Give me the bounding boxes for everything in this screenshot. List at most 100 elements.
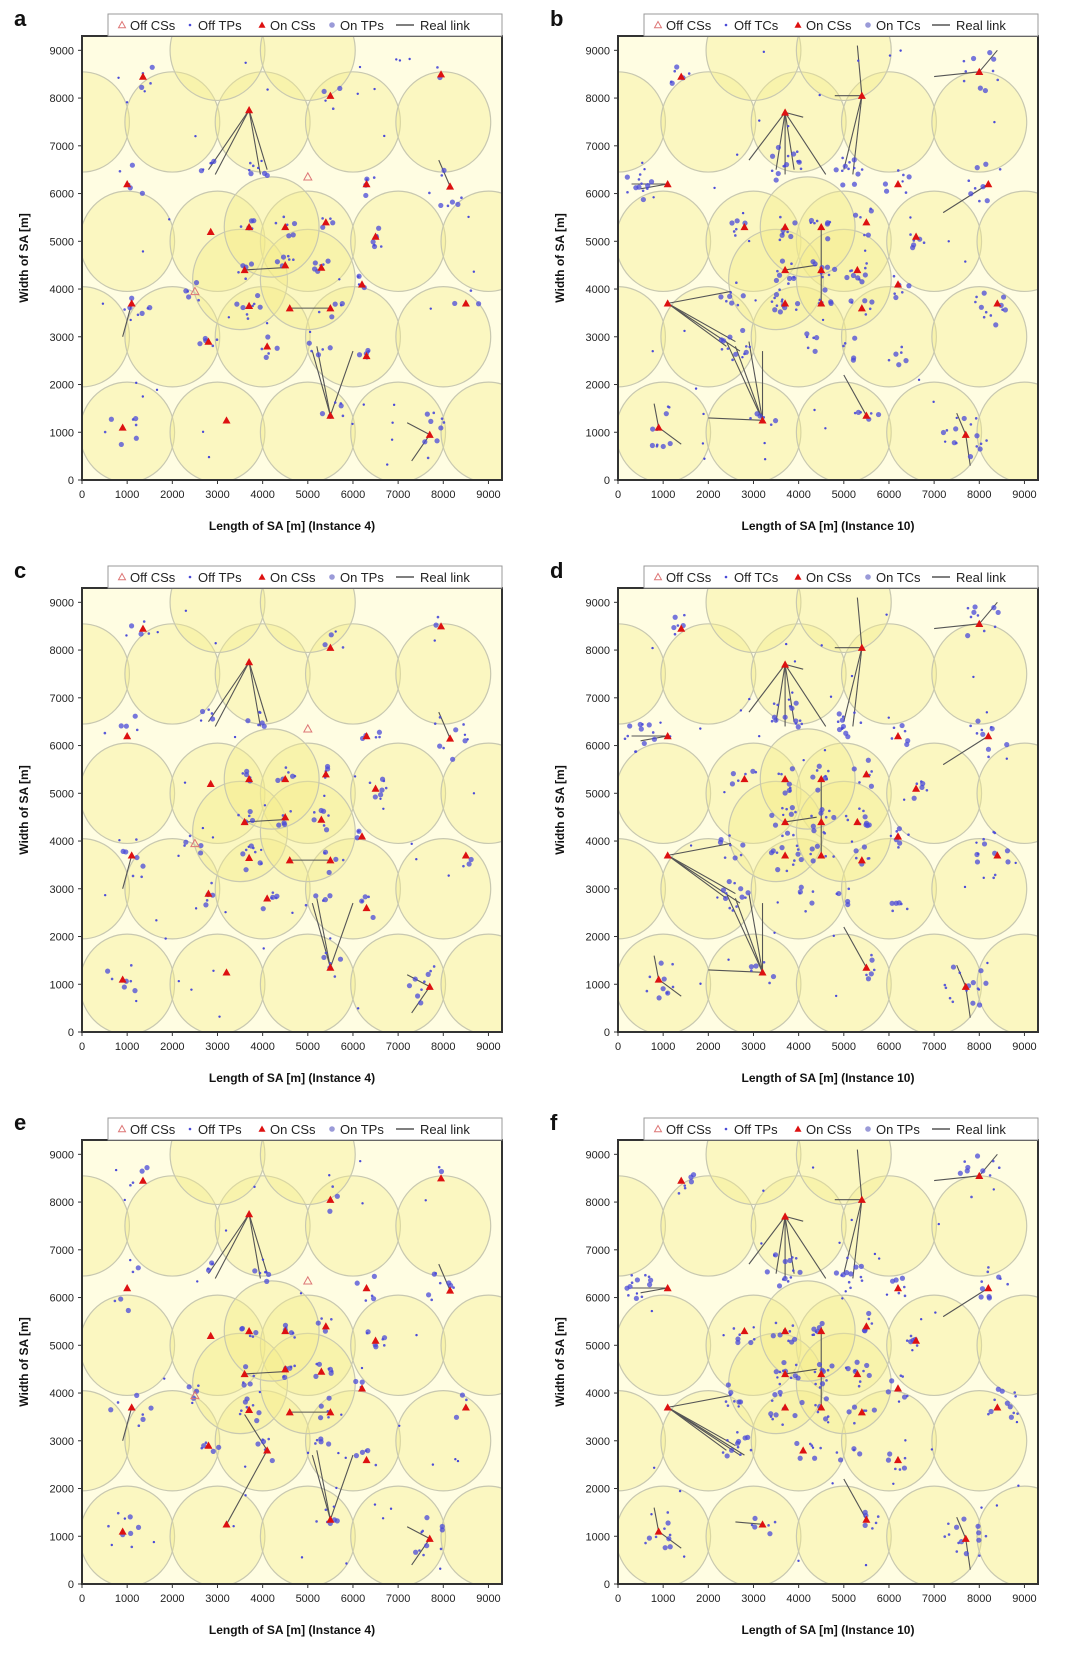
off-tp-point bbox=[135, 999, 138, 1003]
off-tp-point bbox=[860, 168, 864, 171]
y-tick-label: 4000 bbox=[50, 1388, 74, 1400]
on-tp-point bbox=[976, 1530, 982, 1536]
on-tp-point bbox=[149, 64, 155, 70]
on-cs-marker bbox=[362, 1284, 371, 1292]
on-cs-marker bbox=[281, 813, 290, 821]
off-tp-point bbox=[726, 1439, 729, 1442]
real-link bbox=[667, 854, 727, 899]
off-tp-point bbox=[850, 840, 854, 843]
y-tick-label: 1000 bbox=[586, 427, 610, 439]
real-link bbox=[708, 417, 763, 421]
off-tp-point bbox=[735, 153, 739, 156]
on-tp-point bbox=[729, 781, 736, 787]
coverage-circle bbox=[440, 190, 502, 293]
off-tp-point bbox=[964, 70, 968, 73]
legend-entry: On TPs bbox=[340, 570, 384, 585]
on-tp-point bbox=[794, 1440, 800, 1447]
off-tp-point bbox=[840, 169, 844, 173]
off-tp-point bbox=[137, 1424, 141, 1428]
real-link bbox=[748, 893, 764, 973]
on-tp-point bbox=[864, 1362, 870, 1369]
on-tp-point bbox=[974, 1153, 981, 1159]
on-cs-marker bbox=[817, 1403, 826, 1411]
off-tp-point bbox=[794, 308, 798, 311]
on-tp-point bbox=[450, 756, 456, 762]
off-tp-point bbox=[724, 891, 728, 895]
on-tp-point bbox=[794, 301, 801, 307]
off-tp-point bbox=[834, 994, 838, 998]
on-cs-marker bbox=[321, 218, 330, 226]
on-tp-point bbox=[795, 851, 801, 857]
x-tick-label: 4000 bbox=[250, 1593, 274, 1605]
off-tp-point bbox=[814, 1403, 817, 1407]
x-axis-label: Length of SA [m] (Instance 10) bbox=[742, 519, 915, 533]
off-tp-point bbox=[787, 282, 790, 285]
on-tp-point bbox=[326, 1441, 332, 1447]
off-tp-point bbox=[781, 1278, 785, 1281]
real-link bbox=[784, 663, 804, 670]
off-tp-point bbox=[962, 79, 966, 83]
real-link bbox=[748, 112, 786, 161]
off-tp-point bbox=[737, 1405, 740, 1408]
on-cs-marker bbox=[781, 817, 790, 826]
real-link bbox=[248, 109, 268, 170]
off-tp-point bbox=[993, 873, 997, 877]
on-tp-point bbox=[764, 1269, 770, 1275]
off-tp-point bbox=[945, 429, 949, 432]
off-tp-point bbox=[787, 124, 790, 128]
off-tp-point bbox=[887, 358, 891, 362]
on-tp-point bbox=[633, 1295, 639, 1302]
off-tp-point bbox=[844, 1290, 847, 1293]
on-tp-point bbox=[438, 202, 444, 209]
off-tp-point bbox=[215, 338, 219, 341]
off-tp-point bbox=[321, 348, 325, 351]
off-tp-point bbox=[240, 1409, 243, 1412]
x-tick-label: 3000 bbox=[205, 489, 229, 501]
off-tp-point bbox=[183, 781, 187, 784]
coverage-circle bbox=[82, 1390, 131, 1492]
off-tp-point bbox=[678, 1489, 682, 1493]
off-tp-point bbox=[787, 698, 791, 701]
on-tp-point bbox=[837, 1457, 844, 1463]
on-cs-marker bbox=[371, 784, 380, 792]
off-tp-point bbox=[1012, 1411, 1016, 1415]
legend-entry: On CSs bbox=[806, 18, 852, 33]
on-cs-marker bbox=[912, 1336, 921, 1344]
coverage-circle bbox=[931, 286, 1028, 388]
off-cs-marker bbox=[190, 838, 200, 848]
off-cs-marker bbox=[190, 286, 200, 296]
on-cs-marker bbox=[222, 416, 231, 424]
off-tp-point bbox=[337, 1451, 340, 1455]
off-tp-point bbox=[415, 858, 418, 861]
on-tp-point bbox=[466, 861, 472, 867]
off-tp-point bbox=[868, 307, 872, 311]
plot-area bbox=[82, 36, 502, 480]
x-tick-label: 3000 bbox=[205, 1041, 229, 1053]
x-axis-label: Length of SA [m] (Instance 4) bbox=[209, 519, 375, 533]
off-tp-point bbox=[467, 215, 470, 219]
off-tp-point bbox=[904, 191, 908, 194]
off-tp-point bbox=[382, 779, 386, 783]
on-tp-point bbox=[906, 283, 912, 289]
off-tp-point bbox=[900, 345, 904, 349]
on-tp-point bbox=[627, 1283, 633, 1290]
on-tp-point bbox=[786, 781, 792, 787]
off-tp-point bbox=[266, 88, 269, 91]
x-tick-label: 5000 bbox=[832, 1593, 856, 1605]
on-tp-point bbox=[726, 878, 732, 885]
on-tp-point bbox=[858, 1263, 864, 1269]
legend-entry: Real link bbox=[420, 570, 470, 585]
off-tp-point bbox=[899, 902, 903, 906]
on-tp-point bbox=[108, 1407, 114, 1413]
on-cs-marker bbox=[446, 1286, 455, 1294]
on-tp-point bbox=[438, 425, 444, 431]
on-tp-point bbox=[261, 170, 268, 176]
on-tp-point bbox=[773, 292, 780, 298]
coverage-circle bbox=[705, 1140, 802, 1206]
y-tick-label: 8000 bbox=[50, 93, 74, 105]
on-tp-point bbox=[983, 980, 989, 986]
x-tick-label: 4000 bbox=[786, 1041, 810, 1053]
legend-entry: Real link bbox=[956, 1122, 1006, 1137]
on-cs-marker bbox=[781, 1403, 790, 1411]
x-tick-label: 8000 bbox=[967, 489, 991, 501]
